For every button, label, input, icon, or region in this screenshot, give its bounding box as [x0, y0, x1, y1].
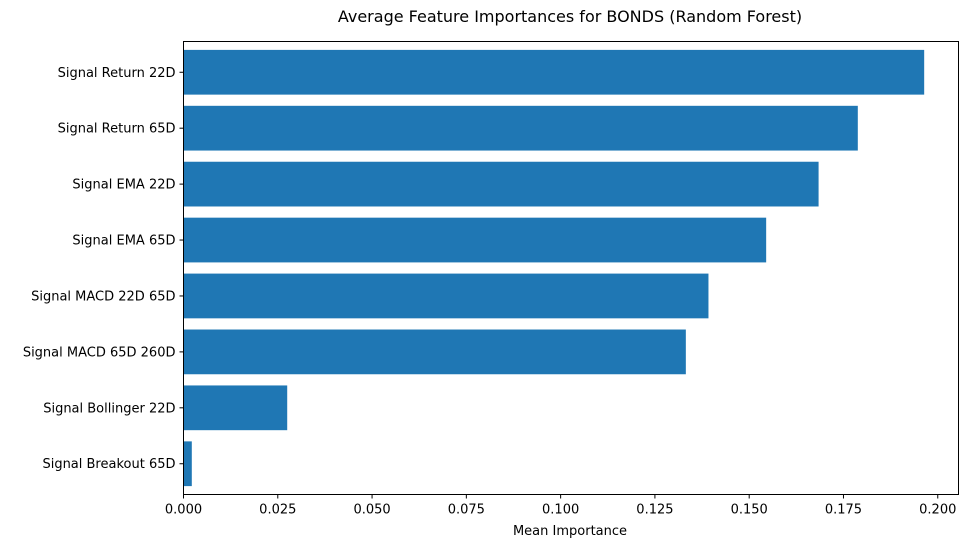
bar	[183, 217, 767, 263]
x-tick-label: 0.150	[731, 503, 768, 518]
bar	[183, 329, 686, 375]
y-tick-label: Signal EMA 65D	[72, 234, 175, 249]
bar	[183, 161, 819, 207]
x-tick-label: 0.050	[353, 503, 390, 518]
y-axis-ticks: Signal Return 22D Signal Return 65D Signal…	[23, 66, 184, 472]
bar	[183, 273, 709, 319]
y-tick-label: Signal Bollinger 22D	[43, 401, 175, 416]
y-tick-label: Signal Breakout 65D	[42, 457, 175, 472]
bar	[183, 105, 858, 151]
x-tick-label: 0.125	[636, 503, 673, 518]
x-axis-ticks: 0.000 0.025 0.050 0.075 0.100 0.125 0.150 0.175…	[165, 494, 956, 518]
bars-group	[183, 49, 925, 487]
bar	[183, 385, 288, 431]
y-tick-label: Signal MACD 22D 65D	[31, 289, 175, 304]
y-tick-label: Signal MACD 65D 260D	[23, 345, 176, 360]
x-tick-label: 0.025	[259, 503, 296, 518]
x-tick-label: 0.000	[165, 503, 202, 518]
y-tick-label: Signal EMA 22D	[72, 178, 175, 193]
bar	[183, 441, 192, 487]
bar	[183, 49, 925, 95]
chart-title: Average Feature Importances for BONDS (R…	[338, 7, 802, 26]
x-axis-label: Mean Importance	[513, 524, 627, 539]
x-tick-label: 0.175	[825, 503, 862, 518]
plot-frame	[183, 41, 959, 495]
x-tick-label: 0.100	[542, 503, 579, 518]
x-tick-label: 0.200	[919, 503, 956, 518]
y-tick-label: Signal Return 22D	[58, 66, 176, 81]
y-tick-label: Signal Return 65D	[58, 122, 176, 137]
x-tick-label: 0.075	[448, 503, 485, 518]
